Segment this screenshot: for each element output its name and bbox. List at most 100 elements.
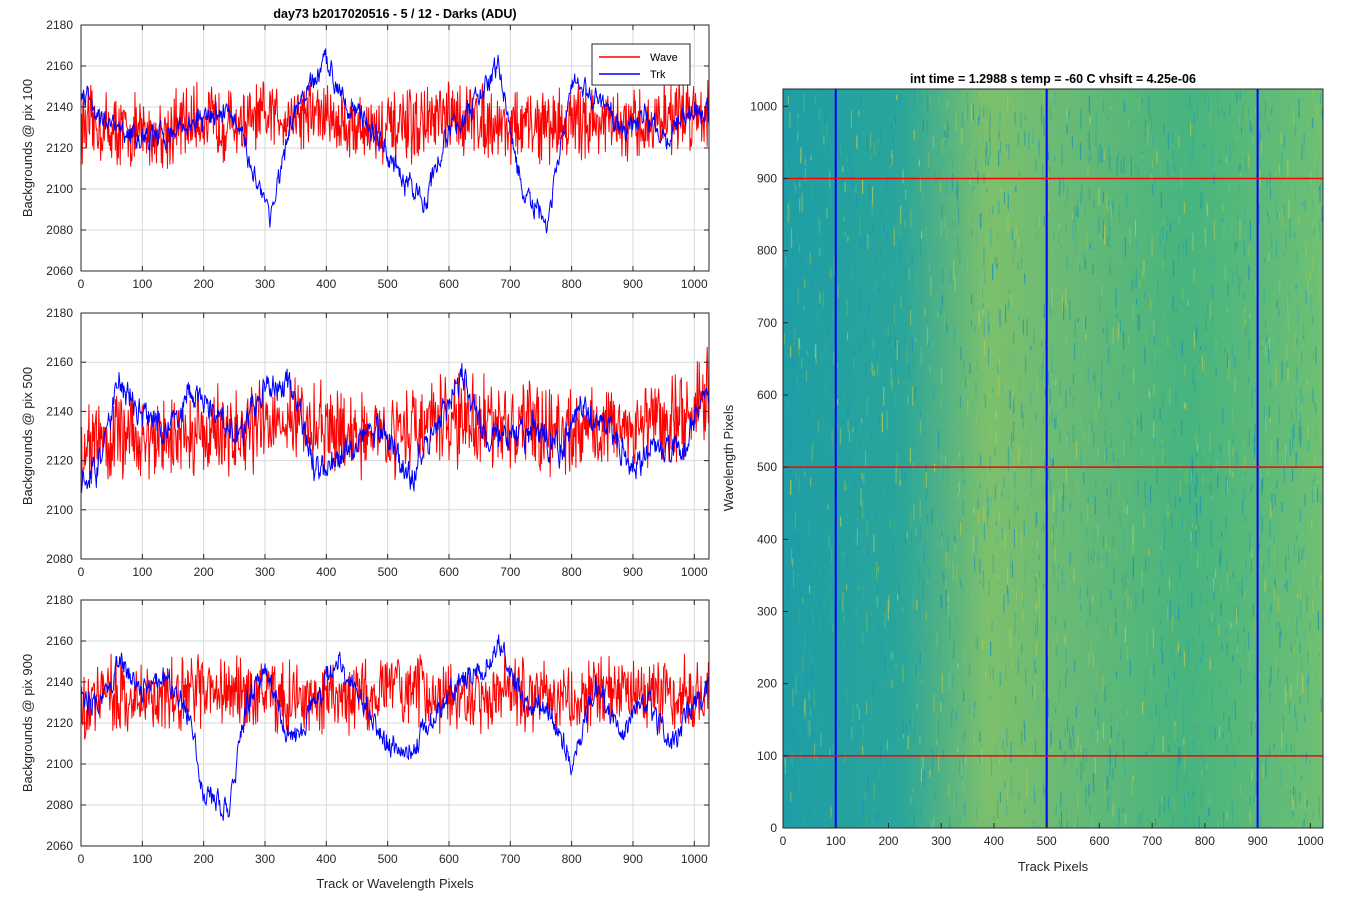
heatmap-streak [1276, 557, 1278, 576]
heatmap-streak [1201, 784, 1203, 793]
heatmap-streak [1060, 811, 1063, 828]
heatmap-streak [949, 618, 951, 638]
heatmap-streak [973, 184, 975, 190]
heatmap-streak [1286, 361, 1288, 370]
heatmap-streak [1289, 789, 1291, 809]
heatmap-streak [859, 327, 861, 340]
heatmap-streak [1258, 131, 1260, 150]
heatmap-streak [1074, 235, 1076, 256]
heatmap-streak [846, 332, 849, 341]
heatmap-streak [1300, 410, 1302, 425]
heatmap-streak [1178, 702, 1181, 718]
heatmap-streak [1317, 484, 1319, 503]
heatmap-streak [829, 190, 831, 209]
heatmap-streak [1144, 688, 1146, 696]
heatmap-streak [811, 397, 814, 407]
heatmap-streak [832, 307, 834, 322]
heatmap-streak [954, 324, 957, 333]
heatmap-streak [933, 388, 935, 400]
heatmap-streak [833, 492, 836, 505]
heatmap-streak [1300, 387, 1302, 406]
heatmap-streak [957, 185, 959, 205]
heatmap-streak [1041, 105, 1043, 124]
heatmap-streak [868, 183, 871, 201]
heatmap-streak [817, 216, 819, 237]
heatmap-streak [1221, 642, 1223, 650]
heatmap-streak [914, 337, 916, 343]
heatmap-streak [847, 405, 849, 418]
heatmap-streak [872, 338, 874, 349]
heatmap-streak [1109, 632, 1111, 639]
heatmap-streak [1059, 236, 1061, 252]
heatmap-streak [799, 555, 801, 574]
heatmap-streak [941, 530, 943, 542]
heatmap-streak [1305, 270, 1307, 278]
heatmap-streak [1137, 816, 1139, 828]
x-tick-label: 500 [378, 852, 398, 866]
heatmap-streak [910, 511, 912, 531]
heatmap-streak [908, 362, 910, 379]
heatmap-streak [962, 732, 964, 745]
heatmap-streak [802, 655, 804, 673]
heatmap-streak [1038, 570, 1040, 578]
heatmap-streak [1072, 726, 1074, 738]
heatmap-streak [861, 568, 863, 575]
heatmap-streak [1280, 767, 1282, 787]
heatmap-streak [1241, 578, 1243, 598]
heatmap-streak [1050, 108, 1052, 119]
heatmap-streak [1201, 769, 1203, 776]
heatmap-streak [1293, 764, 1296, 774]
heatmap-streak [893, 304, 896, 324]
heatmap-streak [861, 417, 863, 424]
heatmap-streak [795, 741, 797, 759]
heatmap-streak [923, 294, 925, 303]
heatmap-streak [1105, 447, 1107, 462]
heatmap-streak [1106, 326, 1108, 343]
heatmap-streak [951, 707, 953, 715]
heatmap-streak [847, 727, 849, 741]
y-tick-label: 600 [757, 388, 777, 402]
heatmap-streak [798, 537, 800, 551]
heatmap-streak [1193, 331, 1195, 349]
heatmap-streak [1176, 354, 1178, 362]
y-tick-label: 2160 [46, 634, 73, 648]
heatmap-streak [1024, 273, 1026, 284]
heatmap-streak [1319, 219, 1321, 231]
heatmap-streak [922, 579, 924, 600]
heatmap-streak [1269, 692, 1271, 703]
x-tick-label: 200 [194, 277, 214, 291]
heatmap-streak [1259, 760, 1261, 768]
heatmap-streak [998, 124, 1000, 132]
heatmap-streak [1275, 366, 1277, 386]
heatmap-streak [794, 292, 796, 297]
heatmap-streak [1303, 133, 1305, 144]
heatmap-streak [1169, 222, 1171, 233]
heatmap-streak [797, 228, 799, 248]
xlabel-3: Track or Wavelength Pixels [316, 876, 474, 891]
heatmap-streak [1183, 718, 1185, 738]
heatmap-streak [1196, 574, 1198, 581]
heatmap-streak [1187, 299, 1189, 306]
heatmap-streak [1089, 243, 1091, 249]
heatmap-streak [1295, 788, 1297, 806]
heatmap-streak [804, 698, 806, 718]
heatmap-streak [1163, 796, 1166, 813]
heatmap-streak [1307, 279, 1309, 299]
heatmap-streak [795, 672, 797, 685]
heatmap-streak [915, 273, 917, 289]
heatmap-streak [1086, 619, 1088, 627]
heatmap-streak [1295, 408, 1298, 422]
heatmap-streak [1158, 715, 1160, 728]
heatmap-streak [1226, 744, 1228, 754]
x-tick-label: 300 [255, 277, 275, 291]
heatmap-streak [1066, 255, 1068, 270]
heatmap-streak [867, 774, 869, 792]
heatmap-streak [1314, 474, 1316, 481]
heatmap-streak [1240, 586, 1243, 593]
heatmap-streak [1202, 290, 1204, 304]
heatmap-streak [878, 415, 880, 428]
heatmap-streak [1054, 155, 1056, 162]
heatmap-streak [1131, 280, 1133, 290]
heatmap-streak [1123, 101, 1125, 113]
heatmap-streak [1123, 532, 1125, 551]
